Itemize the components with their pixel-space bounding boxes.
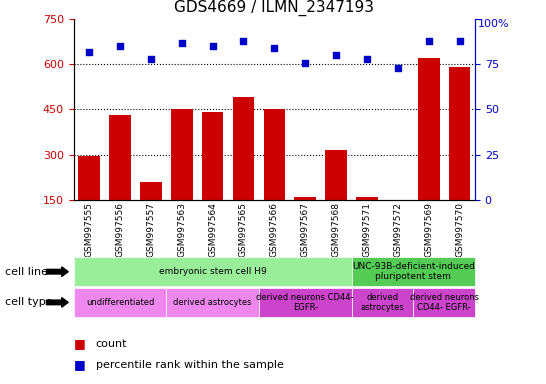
Text: derived astrocytes: derived astrocytes — [174, 298, 252, 307]
Point — [177, 40, 186, 46]
Point — [455, 38, 464, 44]
Bar — [202, 113, 223, 200]
Text: 100%: 100% — [478, 19, 509, 29]
Point — [394, 65, 402, 71]
Point — [116, 43, 124, 50]
Text: undifferentiated: undifferentiated — [86, 298, 154, 307]
Bar — [233, 98, 254, 200]
Point — [270, 45, 279, 51]
Point — [332, 52, 341, 58]
Bar — [109, 116, 131, 200]
Text: UNC-93B-deficient-induced
pluripotent stem: UNC-93B-deficient-induced pluripotent st… — [352, 262, 475, 281]
Point — [85, 49, 93, 55]
Text: derived
astrocytes: derived astrocytes — [360, 293, 404, 312]
Bar — [140, 182, 162, 200]
Point — [301, 60, 310, 66]
Text: derived neurons
CD44- EGFR-: derived neurons CD44- EGFR- — [410, 293, 479, 312]
Point — [208, 43, 217, 50]
Text: embryonic stem cell H9: embryonic stem cell H9 — [159, 267, 266, 276]
Title: GDS4669 / ILMN_2347193: GDS4669 / ILMN_2347193 — [174, 0, 375, 17]
Text: count: count — [96, 339, 127, 349]
Text: derived neurons CD44-
EGFR-: derived neurons CD44- EGFR- — [257, 293, 354, 312]
Bar — [294, 197, 316, 200]
Bar — [264, 109, 285, 200]
Text: percentile rank within the sample: percentile rank within the sample — [96, 360, 283, 370]
Bar — [171, 109, 193, 200]
Bar — [78, 156, 100, 200]
Bar — [449, 67, 471, 200]
Text: ■: ■ — [74, 358, 86, 371]
Point — [363, 56, 371, 62]
Text: cell type: cell type — [5, 297, 53, 308]
Text: ■: ■ — [74, 337, 86, 350]
Bar — [418, 58, 440, 200]
Bar — [325, 150, 347, 200]
Point — [146, 56, 155, 62]
Point — [424, 38, 433, 44]
Bar — [356, 197, 378, 200]
Text: cell line: cell line — [5, 266, 49, 277]
Point — [239, 38, 248, 44]
